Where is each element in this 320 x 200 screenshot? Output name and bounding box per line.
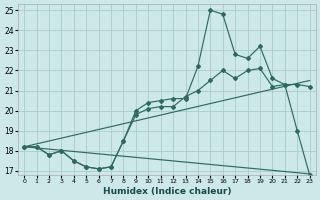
X-axis label: Humidex (Indice chaleur): Humidex (Indice chaleur) bbox=[103, 187, 231, 196]
